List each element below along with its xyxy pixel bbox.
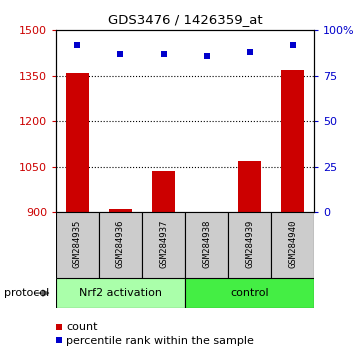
Bar bbox=[56, 212, 99, 278]
Point bbox=[247, 49, 252, 55]
Text: count: count bbox=[66, 322, 97, 332]
Point bbox=[161, 51, 166, 57]
Text: GSM284937: GSM284937 bbox=[159, 219, 168, 268]
Text: control: control bbox=[230, 288, 269, 298]
Text: Nrf2 activation: Nrf2 activation bbox=[79, 288, 162, 298]
Text: GSM284939: GSM284939 bbox=[245, 219, 254, 268]
Bar bbox=[185, 212, 228, 278]
Point bbox=[75, 42, 81, 47]
Text: GSM284938: GSM284938 bbox=[202, 219, 211, 268]
Point bbox=[204, 53, 209, 58]
Bar bbox=[185, 278, 314, 308]
Text: GSM284936: GSM284936 bbox=[116, 219, 125, 268]
Point bbox=[290, 42, 295, 47]
Bar bbox=[281, 70, 304, 212]
Bar bbox=[142, 212, 185, 278]
Bar bbox=[238, 161, 261, 212]
Bar bbox=[109, 209, 132, 212]
Bar bbox=[66, 73, 89, 212]
Bar bbox=[228, 212, 271, 278]
Text: percentile rank within the sample: percentile rank within the sample bbox=[66, 336, 254, 346]
Point bbox=[118, 51, 123, 57]
Text: GSM284940: GSM284940 bbox=[288, 219, 297, 268]
Text: GSM284935: GSM284935 bbox=[73, 219, 82, 268]
Bar bbox=[271, 212, 314, 278]
Bar bbox=[152, 171, 175, 212]
Title: GDS3476 / 1426359_at: GDS3476 / 1426359_at bbox=[108, 13, 262, 26]
Text: protocol: protocol bbox=[4, 288, 49, 298]
Bar bbox=[99, 212, 142, 278]
Bar bbox=[56, 278, 185, 308]
